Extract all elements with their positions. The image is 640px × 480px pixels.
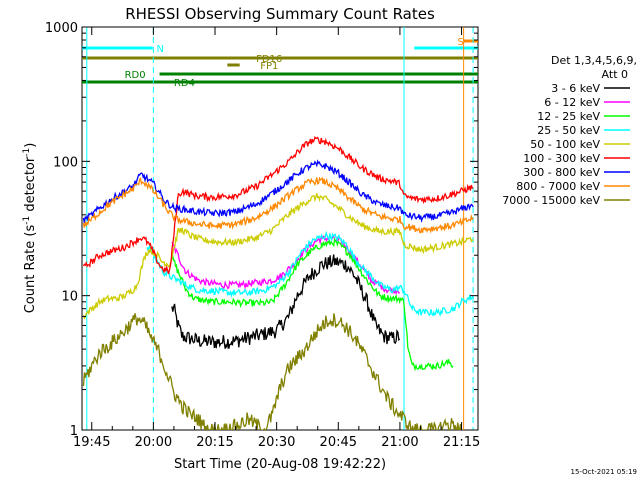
y-tick-label-0: 1 — [70, 424, 78, 439]
series-line-0 — [171, 254, 401, 350]
series-lines — [82, 135, 474, 430]
legend-label-6: 300 - 800 keV — [523, 166, 600, 179]
plot-frame — [81, 26, 479, 431]
legend-label-0: 3 - 6 keV — [551, 82, 600, 95]
flag-label-fd16: FD16 — [256, 54, 282, 65]
footer-date: 15-Oct-2021 05:19 — [571, 468, 637, 476]
vertical-markers — [86, 27, 474, 430]
x-tick-label-2: 20:15 — [196, 435, 233, 450]
y-tick-label-3: 1000 — [45, 21, 78, 36]
series-line-2 — [171, 236, 454, 372]
y-tick-label-2: 100 — [53, 155, 78, 170]
x-tick-label-3: 20:30 — [258, 435, 295, 450]
x-tick-label-6: 21:15 — [443, 435, 480, 450]
flag-label-fp1: FP1 — [260, 61, 278, 72]
x-tick-label-1: 20:00 — [135, 435, 172, 450]
x-axis-label: Start Time (20-Aug-08 19:42:22) — [174, 457, 386, 472]
legend-label-2: 12 - 25 keV — [537, 110, 600, 123]
series-line-6 — [82, 159, 474, 224]
flag-label-n: N — [157, 44, 164, 55]
y-tick-label-1: 10 — [61, 290, 78, 305]
detector-info-line-2: Att 0 — [602, 68, 628, 81]
series-line-4 — [82, 193, 474, 320]
legend-label-1: 6 - 12 keV — [544, 96, 600, 109]
flag-label-rd0: RD0 — [125, 70, 146, 81]
chart-title: RHESSI Observing Summary Count Rates — [125, 5, 435, 23]
flag-label-s: S — [457, 37, 463, 48]
y-axis-label: Count Rate (s-1 detector-1) — [22, 143, 38, 314]
axes: 19:45 20:00 20:15 20:30 20:45 21:00 21:15 1 10 10… — [45, 21, 480, 450]
x-tick-label-4: 20:45 — [320, 435, 357, 450]
legend-label-3: 25 - 50 keV — [537, 124, 600, 137]
series-line-5 — [82, 135, 474, 274]
series-line-3 — [146, 230, 474, 317]
series-line-8 — [82, 313, 463, 430]
flag-label-rd4: RD4 — [174, 78, 195, 89]
legend-label-5: 100 - 300 keV — [523, 152, 600, 165]
legend-label-8: 7000 - 15000 keV — [502, 194, 600, 207]
x-tick-label-5: 21:00 — [381, 435, 418, 450]
detector-info-line-1: Det 1,3,4,5,6,9, — [551, 54, 637, 67]
legend-label-7: 800 - 7000 keV — [516, 180, 600, 193]
series-line-7 — [82, 176, 474, 234]
legend-label-4: 50 - 100 keV — [530, 138, 600, 151]
x-tick-label-0: 19:45 — [73, 435, 110, 450]
